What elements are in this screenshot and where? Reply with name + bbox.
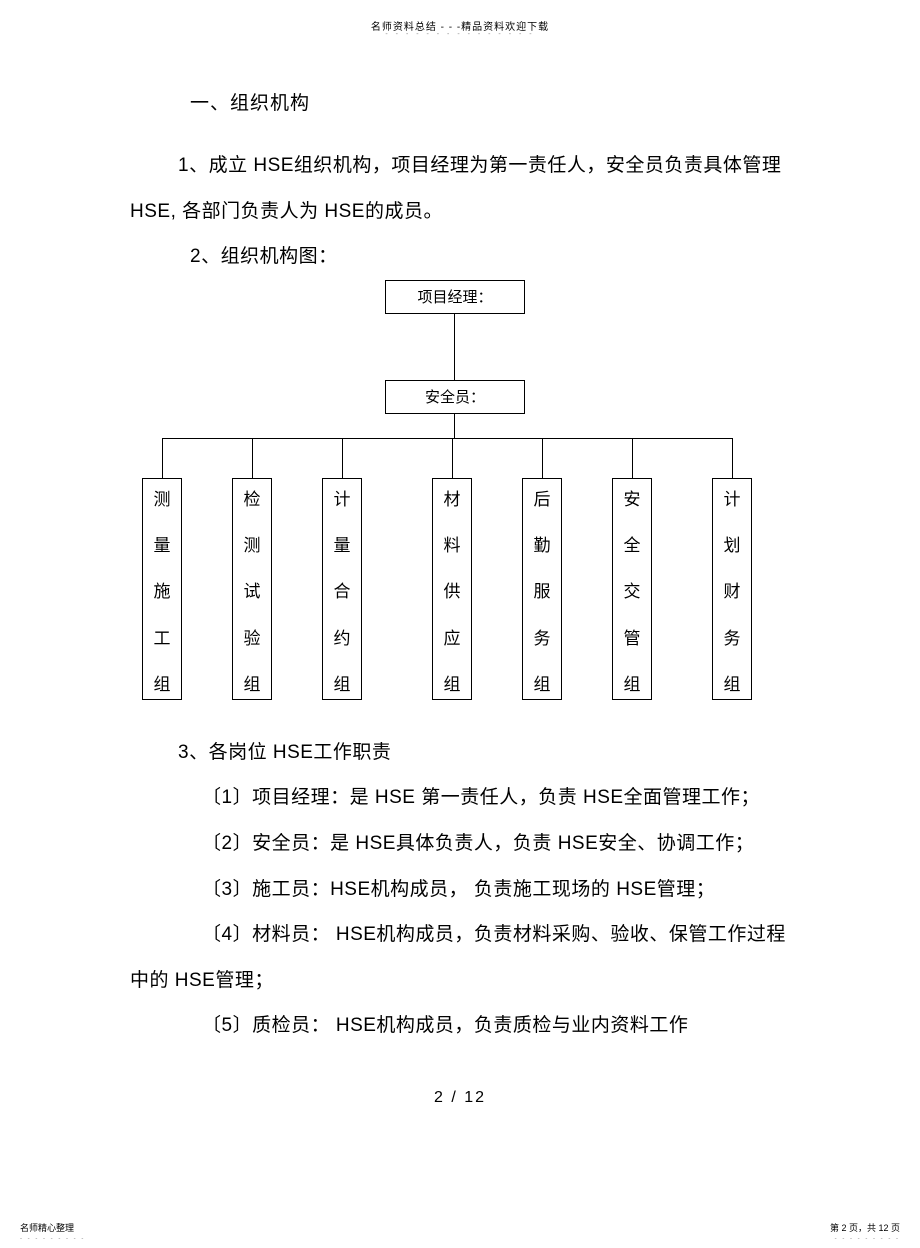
chart-leaf-6: 计划财务组: [712, 478, 752, 700]
paragraph-1: 1、成立 HSE组织机构，项目经理为第一责任人，安全员负责具体管理 HSE, 各…: [130, 143, 790, 234]
chart-leaf-char: 服: [534, 583, 551, 600]
chart-leaf-char: 施: [154, 583, 171, 600]
chart-leaf-char: 安: [624, 491, 641, 508]
chart-leaf-char: 组: [724, 676, 741, 693]
chart-connector: [732, 438, 733, 478]
chart-connector: [632, 438, 633, 478]
chart-leaf-char: 应: [444, 630, 461, 647]
chart-leaf-char: 测: [154, 491, 171, 508]
chart-connector: [162, 438, 163, 478]
chart-leaf-char: 组: [534, 676, 551, 693]
chart-leaf-0: 测量施工组: [142, 478, 182, 700]
page-number: 2 / 12: [130, 1089, 790, 1107]
chart-leaf-char: 工: [154, 630, 171, 647]
footer-left: 名师精心整理: [20, 1221, 74, 1234]
list-item-2: 〔2〕安全员：是 HSE具体负责人，负责 HSE安全、协调工作；: [130, 821, 790, 867]
chart-leaf-3: 材料供应组: [432, 478, 472, 700]
chart-leaf-1: 检测试验组: [232, 478, 272, 700]
chart-node-pm: 项目经理：: [385, 280, 525, 314]
chart-leaf-2: 计量合约组: [322, 478, 362, 700]
chart-leaf-char: 划: [724, 537, 741, 554]
chart-leaf-char: 试: [244, 583, 261, 600]
chart-connector: [542, 438, 543, 478]
chart-connector: [252, 438, 253, 478]
chart-leaf-char: 务: [724, 630, 741, 647]
chart-leaf-char: 后: [534, 491, 551, 508]
chart-leaf-char: 勤: [534, 537, 551, 554]
chart-leaf-char: 管: [624, 630, 641, 647]
list-item-4: 〔4〕材料员： HSE机构成员，负责材料采购、验收、保管工作过程中的 HSE管理…: [130, 912, 790, 1003]
footer-right-dots: - - - - - - - - -: [835, 1236, 900, 1242]
chart-leaf-char: 验: [244, 630, 261, 647]
chart-leaf-4: 后勤服务组: [522, 478, 562, 700]
chart-leaf-char: 量: [334, 537, 351, 554]
paragraph-3: 3、各岗位 HSE工作职责: [130, 730, 790, 776]
chart-leaf-char: 组: [334, 676, 351, 693]
chart-leaf-char: 财: [724, 583, 741, 600]
chart-leaf-char: 务: [534, 630, 551, 647]
chart-leaf-5: 安全交管组: [612, 478, 652, 700]
section-title: 一、组织机构: [190, 88, 790, 115]
chart-leaf-char: 组: [444, 676, 461, 693]
chart-connector: [454, 314, 455, 380]
chart-leaf-char: 计: [724, 491, 741, 508]
list-item-1: 〔1〕项目经理：是 HSE 第一责任人，负责 HSE全面管理工作；: [130, 775, 790, 821]
org-chart: 项目经理：安全员：测量施工组检测试验组计量合约组材料供应组后勤服务组安全交管组计…: [130, 280, 790, 710]
chart-leaf-char: 量: [154, 537, 171, 554]
footer-left-dots: - - - - - - - - -: [20, 1236, 85, 1242]
chart-leaf-char: 交: [624, 583, 641, 600]
paragraph-2: 2、组织机构图：: [190, 234, 790, 280]
main-content: 一、组织机构 1、成立 HSE组织机构，项目经理为第一责任人，安全员负责具体管理…: [0, 38, 920, 1107]
chart-connector: [162, 438, 732, 439]
chart-leaf-char: 计: [334, 491, 351, 508]
chart-leaf-char: 检: [244, 491, 261, 508]
chart-leaf-char: 供: [444, 583, 461, 600]
chart-connector: [452, 438, 453, 478]
chart-node-safety: 安全员：: [385, 380, 525, 414]
chart-leaf-char: 组: [154, 676, 171, 693]
chart-leaf-char: 组: [244, 676, 261, 693]
chart-leaf-char: 合: [334, 583, 351, 600]
chart-leaf-char: 组: [624, 676, 641, 693]
page-header: 名师资料总结 - - -精品资料欢迎下载: [0, 0, 920, 33]
header-dots: - - - - - - - - - - - - - - -: [0, 31, 920, 38]
chart-leaf-char: 测: [244, 537, 261, 554]
chart-leaf-char: 约: [334, 630, 351, 647]
chart-connector: [342, 438, 343, 478]
list-item-3: 〔3〕施工员：HSE机构成员， 负责施工现场的 HSE管理；: [130, 867, 790, 913]
footer-right: 第 2 页，共 12 页: [830, 1221, 900, 1234]
list-item-5: 〔5〕质检员： HSE机构成员，负责质检与业内资料工作: [130, 1003, 790, 1049]
chart-leaf-char: 料: [444, 537, 461, 554]
chart-leaf-char: 全: [624, 537, 641, 554]
chart-leaf-char: 材: [444, 491, 461, 508]
chart-connector: [454, 414, 455, 438]
